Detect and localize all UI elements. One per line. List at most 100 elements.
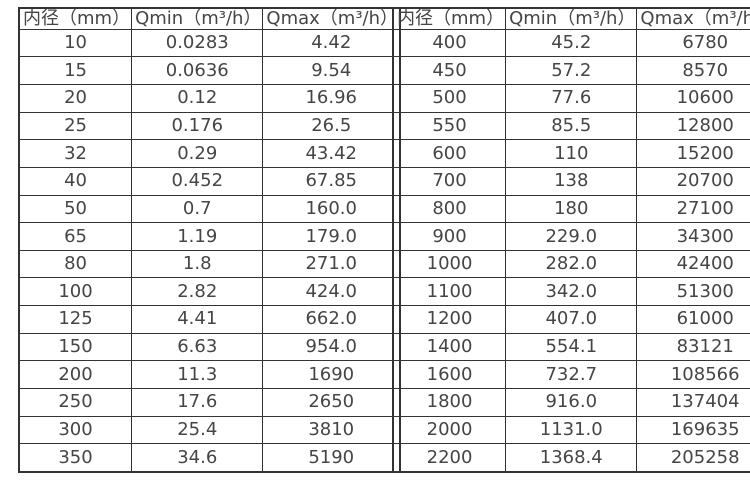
- diameter-cell: 1100: [392, 277, 507, 307]
- qmin-cell: 11.3: [131, 360, 264, 389]
- table-row: 600 110 15200: [392, 139, 750, 168]
- table-row: 1000 282.0 42400: [392, 249, 750, 279]
- qmax-cell: 954.0: [262, 332, 401, 362]
- qmax-cell: 6780: [636, 28, 750, 58]
- qmax-cell: 137404: [636, 387, 750, 417]
- qmax-cell: 4.42: [262, 28, 401, 58]
- table-body-left: 10 0.0283 4.42 15 0.0636 9.54 20 0.12 16.96 25 0.1…: [18, 28, 401, 473]
- qmin-cell: 0.7: [131, 194, 264, 224]
- table-row: 32 0.29 43.42: [18, 139, 401, 168]
- header-qmax: Qmax（m³/h）: [262, 7, 401, 30]
- table-row: 450 57.2 8570: [392, 56, 750, 86]
- table-container-left: 内径（mm） Qmin（m³/h） Qmax（m³/h） 10 0.0283 4.4…: [18, 7, 402, 473]
- diameter-cell: 2000: [392, 415, 507, 445]
- table-row: 100 2.82 424.0: [18, 277, 401, 307]
- diameter-cell: 800: [392, 194, 507, 224]
- table-row: 200 11.3 1690: [18, 360, 401, 389]
- diameter-cell: 100: [18, 277, 133, 307]
- qmin-cell: 85.5: [505, 111, 638, 141]
- table-row: 1100 342.0 51300: [392, 277, 750, 307]
- diameter-cell: 550: [392, 111, 507, 141]
- qmin-cell: 0.452: [131, 166, 264, 196]
- qmax-cell: 179.0: [262, 222, 401, 251]
- diameter-cell: 50: [18, 194, 133, 224]
- table-row: 2000 1131.0 169635: [392, 415, 750, 445]
- diameter-cell: 2200: [392, 443, 507, 473]
- qmin-cell: 4.41: [131, 305, 264, 334]
- qmin-cell: 229.0: [505, 222, 638, 251]
- table-row: 550 85.5 12800: [392, 111, 750, 141]
- qmax-cell: 10600: [636, 84, 750, 113]
- header-row: 内径（mm） Qmin（m³/h） Qmax（m³/h）: [18, 7, 401, 30]
- table-row: 1600 732.7 108566: [392, 360, 750, 389]
- table-row: 65 1.19 179.0: [18, 222, 401, 251]
- qmax-cell: 1690: [262, 360, 401, 389]
- qmax-cell: 2650: [262, 387, 401, 417]
- qmin-cell: 1368.4: [505, 443, 638, 473]
- table-row: 125 4.41 662.0: [18, 305, 401, 334]
- header-inner-diameter: 内径（mm）: [18, 7, 133, 30]
- table-row: 800 180 27100: [392, 194, 750, 224]
- qmax-cell: 205258: [636, 443, 750, 473]
- header-qmax: Qmax（m³/h）: [636, 7, 750, 30]
- qmax-cell: 271.0: [262, 249, 401, 279]
- qmax-cell: 20700: [636, 166, 750, 196]
- qmin-cell: 1.8: [131, 249, 264, 279]
- qmax-cell: 42400: [636, 249, 750, 279]
- diameter-cell: 250: [18, 387, 133, 417]
- qmax-cell: 83121: [636, 332, 750, 362]
- diameter-cell: 500: [392, 84, 507, 113]
- qmin-cell: 110: [505, 139, 638, 168]
- diameter-cell: 1200: [392, 305, 507, 334]
- diameter-cell: 350: [18, 443, 133, 473]
- qmin-cell: 282.0: [505, 249, 638, 279]
- diameter-cell: 450: [392, 56, 507, 86]
- table-row: 900 229.0 34300: [392, 222, 750, 251]
- diameter-cell: 32: [18, 139, 133, 168]
- spec-table-dn10-350: 内径（mm） Qmin（m³/h） Qmax（m³/h） 10 0.0283 4.4…: [18, 7, 402, 473]
- table-row: 1200 407.0 61000: [392, 305, 750, 334]
- diameter-cell: 1400: [392, 332, 507, 362]
- diameter-cell: 1000: [392, 249, 507, 279]
- table-row: 2200 1368.4 205258: [392, 443, 750, 473]
- header-qmin: Qmin（m³/h）: [131, 7, 264, 30]
- diameter-cell: 65: [18, 222, 133, 251]
- diameter-cell: 150: [18, 332, 133, 362]
- qmax-cell: 160.0: [262, 194, 401, 224]
- diameter-cell: 40: [18, 166, 133, 196]
- table-row: 80 1.8 271.0: [18, 249, 401, 279]
- diameter-cell: 400: [392, 28, 507, 58]
- diameter-cell: 125: [18, 305, 133, 334]
- diameter-cell: 15: [18, 56, 133, 86]
- header-qmin: Qmin（m³/h）: [505, 7, 638, 30]
- qmin-cell: 57.2: [505, 56, 638, 86]
- diameter-cell: 80: [18, 249, 133, 279]
- diameter-cell: 10: [18, 28, 133, 58]
- table-container-right: 内径（mm） Qmin（m³/h） Qmax（m³/h） 40045.26780…: [392, 7, 750, 473]
- table-row: 250 17.6 2650: [18, 387, 401, 417]
- spec-table-dn400-2200: 内径（mm） Qmin（m³/h） Qmax（m³/h） 40045.26780…: [392, 7, 750, 473]
- qmin-cell: 1.19: [131, 222, 264, 251]
- qmin-cell: 342.0: [505, 277, 638, 307]
- qmin-cell: 0.0636: [131, 56, 264, 86]
- diameter-cell: 200: [18, 360, 133, 389]
- table-body-right: 400 45.2 6780 450 57.2 8570 500 77.6 10600 550 85.…: [392, 28, 750, 473]
- diameter-cell: 600: [392, 139, 507, 168]
- qmin-cell: 17.6: [131, 387, 264, 417]
- qmax-cell: 8570: [636, 56, 750, 86]
- table-row: 15 0.0636 9.54: [18, 56, 401, 86]
- qmin-cell: 0.12: [131, 84, 264, 113]
- qmin-cell: 916.0: [505, 387, 638, 417]
- qmin-cell: 6.63: [131, 332, 264, 362]
- qmax-cell: 169635: [636, 415, 750, 445]
- qmin-cell: 45.2: [505, 28, 638, 58]
- diameter-cell: 20: [18, 84, 133, 113]
- qmin-cell: 0.29: [131, 139, 264, 168]
- table-row: 500 77.6 10600: [392, 84, 750, 113]
- qmax-cell: 34300: [636, 222, 750, 251]
- table-row: 700 138 20700: [392, 166, 750, 196]
- diameter-cell: 25: [18, 111, 133, 141]
- qmax-cell: 26.5: [262, 111, 401, 141]
- qmin-cell: 0.0283: [131, 28, 264, 58]
